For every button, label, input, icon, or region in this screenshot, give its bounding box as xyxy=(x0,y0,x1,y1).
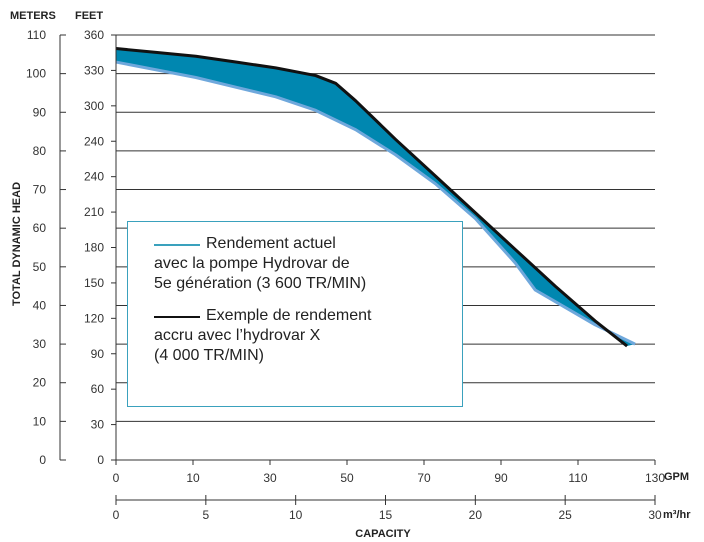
meters-tick-label: 100 xyxy=(26,67,46,81)
m3h-tick-label: 20 xyxy=(469,508,483,522)
gpm-tick-label: 50 xyxy=(340,471,354,485)
legend-text-current: Rendement actuel avec la pompe Hydrovar … xyxy=(154,235,367,292)
meters-tick-label: 70 xyxy=(33,183,47,197)
y-axis-title: TOTAL DYNAMIC HEAD xyxy=(11,182,23,306)
feet-tick-label: 60 xyxy=(91,382,105,396)
m3h-tick-label: 0 xyxy=(113,508,120,522)
gpm-tick-label: 30 xyxy=(263,471,277,485)
meters-unit-label: METERS xyxy=(10,10,56,22)
legend-entry-improved: Exemple de rendement accru avec l’hydrov… xyxy=(154,306,462,366)
feet-tick-label: 150 xyxy=(84,276,104,290)
meters-tick-label: 80 xyxy=(33,144,47,158)
feet-tick-label: 360 xyxy=(84,28,104,42)
legend-box: Rendement actuel avec la pompe Hydrovar … xyxy=(127,221,463,407)
meters-tick-label: 20 xyxy=(33,376,47,390)
gpm-tick-label: 130 xyxy=(645,471,665,485)
feet-tick-label: 30 xyxy=(91,418,105,432)
series-line-current xyxy=(115,60,636,346)
feet-tick-label: 240 xyxy=(84,134,104,148)
m3h-tick-label: 25 xyxy=(558,508,572,522)
m3h-tick-label: 30 xyxy=(648,508,662,522)
x-axis-title: CAPACITY xyxy=(355,528,411,540)
meters-tick-label: 90 xyxy=(33,105,47,119)
meters-tick-label: 10 xyxy=(33,414,47,428)
meters-tick-label: 30 xyxy=(33,337,47,351)
feet-tick-label: 90 xyxy=(91,347,105,361)
meters-tick-label: 110 xyxy=(27,28,46,42)
gpm-tick-label: 70 xyxy=(417,471,431,485)
legend-swatch-improved xyxy=(154,316,200,318)
feet-tick-label: 180 xyxy=(84,241,104,255)
m3h-tick-label: 5 xyxy=(202,508,209,522)
feet-tick-label: 120 xyxy=(84,311,104,325)
legend-swatch-current xyxy=(154,244,200,246)
meters-tick-label: 0 xyxy=(39,453,46,467)
legend-text-improved: Exemple de rendement accru avec l’hydrov… xyxy=(154,307,372,364)
feet-tick-label: 0 xyxy=(97,453,104,467)
feet-tick-label: 210 xyxy=(84,205,104,219)
m3h-unit-label: m³/hr xyxy=(663,509,691,521)
feet-tick-label: 240 xyxy=(84,170,104,184)
series-line-improved xyxy=(115,47,628,348)
meters-tick-label: 40 xyxy=(33,298,47,312)
gpm-tick-label: 10 xyxy=(186,471,200,485)
gpm-tick-label: 0 xyxy=(113,471,120,485)
gpm-tick-label: 90 xyxy=(494,471,508,485)
meters-tick-label: 60 xyxy=(33,221,47,235)
m3h-tick-label: 10 xyxy=(289,508,303,522)
feet-tick-label: 300 xyxy=(84,99,104,113)
meters-tick-label: 50 xyxy=(33,260,47,274)
feet-unit-label: FEET xyxy=(75,10,103,22)
feet-tick-label: 330 xyxy=(84,63,104,77)
m3h-tick-label: 15 xyxy=(379,508,393,522)
gpm-unit-label: GPM xyxy=(664,471,689,483)
gpm-tick-label: 110 xyxy=(568,471,587,485)
legend-entry-current: Rendement actuel avec la pompe Hydrovar … xyxy=(154,234,462,294)
